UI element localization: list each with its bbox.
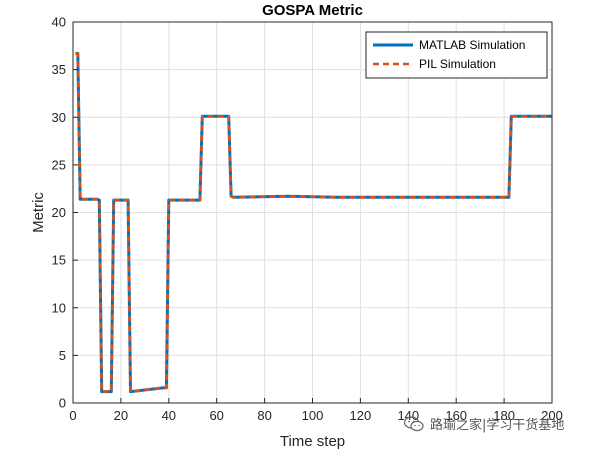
x-tick-label: 120 <box>350 408 372 423</box>
x-tick-label: 200 <box>541 408 563 423</box>
x-tick-label: 60 <box>209 408 223 423</box>
y-tick-label: 35 <box>52 62 66 77</box>
watermark-text: 路瑜之家|学习干货基地 <box>430 418 565 433</box>
y-tick-label: 40 <box>52 15 66 30</box>
legend-label: PIL Simulation <box>419 57 496 71</box>
wechat-icon <box>404 415 424 431</box>
x-tick-label: 80 <box>257 408 271 423</box>
x-tick-label: 180 <box>493 408 515 423</box>
x-axis-title: Time step <box>280 433 345 450</box>
y-tick-label: 20 <box>52 205 66 220</box>
x-tick-label: 100 <box>302 408 324 423</box>
y-tick-label: 25 <box>52 157 66 172</box>
legend-box <box>365 31 548 79</box>
y-tick-label: 10 <box>52 300 66 315</box>
x-tick-label: 40 <box>162 408 176 423</box>
x-tick-label: 0 <box>69 408 76 423</box>
y-tick-label: 0 <box>59 396 66 411</box>
series-line-1 <box>75 51 552 394</box>
plot-lines <box>75 51 552 394</box>
series-line-2 <box>75 52 552 393</box>
y-axis-title: Metric <box>30 192 47 233</box>
x-tick-label: 160 <box>445 408 467 423</box>
y-tick-label: 5 <box>59 348 66 363</box>
grid-lines <box>72 21 553 404</box>
legend-label: MATLAB Simulation <box>419 38 525 52</box>
axis-ticks: 0 20 40 60 80 100 120 140 160 180 200 0 5 10 15 20 25 30 3… <box>52 15 563 424</box>
watermark: 路瑜之家|学习干货基地 <box>404 414 564 433</box>
y-tick-label: 30 <box>52 110 66 125</box>
chart-title: GOSPA Metric <box>262 2 363 19</box>
legend: MATLAB Simulation PIL Simulation <box>365 31 548 79</box>
y-tick-label: 15 <box>52 253 66 268</box>
x-tick-label: 140 <box>397 408 419 423</box>
x-tick-label: 20 <box>114 408 128 423</box>
